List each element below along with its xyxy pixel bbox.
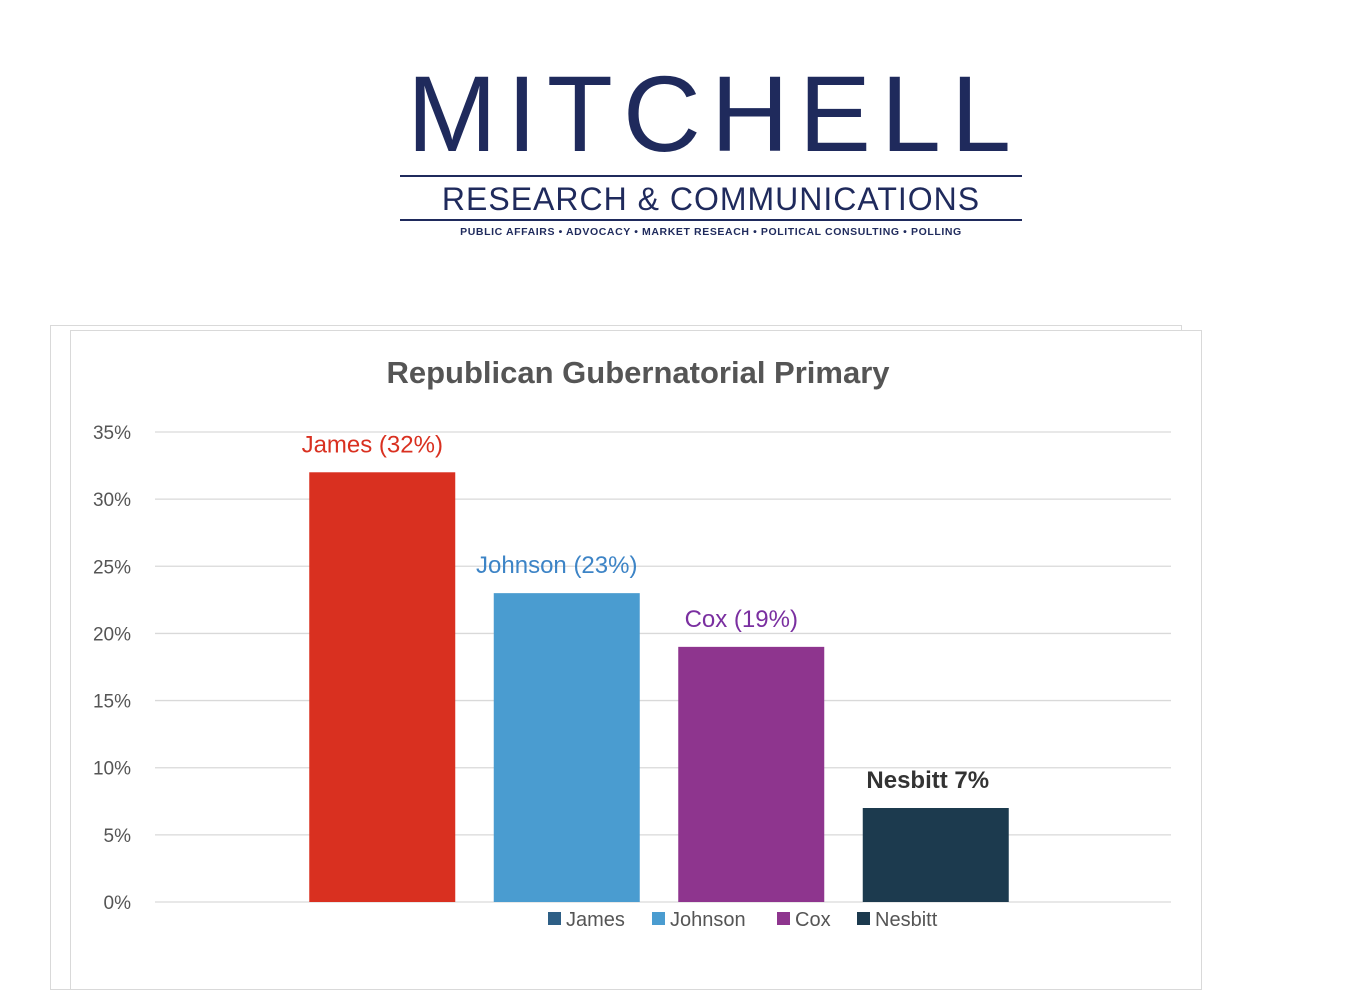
data-label-nesbitt: Nesbitt 7% — [866, 767, 989, 794]
company-logo: MITCHELL RESEARCH & COMMUNICATIONS PUBLI… — [396, 60, 1026, 250]
y-tick-label: 30% — [93, 490, 131, 511]
legend-swatch-johnson — [652, 912, 665, 925]
gridlines — [155, 431, 1171, 903]
bar-nesbitt — [862, 808, 1009, 902]
data-label-james: James (32%) — [302, 431, 443, 458]
y-tick-label: 25% — [93, 557, 131, 578]
chart-title: Republican Gubernatorial Primary — [386, 355, 890, 390]
legend-swatch-james — [548, 912, 561, 925]
logo-name: MITCHELL — [406, 53, 1022, 174]
y-tick-label: 20% — [93, 624, 131, 645]
logo-rule-bottom — [400, 219, 1022, 221]
y-tick-label: 5% — [104, 826, 132, 847]
data-label-johnson: Johnson (23%) — [476, 552, 637, 579]
bars — [309, 472, 1009, 902]
legend-label-nesbitt: Nesbitt — [875, 909, 938, 931]
legend-label-cox: Cox — [795, 909, 831, 931]
logo-tagline: PUBLIC AFFAIRS • ADVOCACY • MARKET RESEA… — [460, 226, 962, 238]
legend-swatch-cox — [777, 912, 790, 925]
y-tick-label: 15% — [93, 692, 131, 713]
legend-label-james: James — [566, 909, 625, 931]
legend: James Johnson Cox Nesbitt — [548, 909, 938, 931]
legend-swatch-nesbitt — [857, 912, 870, 925]
y-tick-label: 0% — [104, 893, 132, 914]
data-labels: James (32%) Johnson (23%) Cox (19%) Nesbitt… — [302, 431, 990, 794]
bar-johnson — [493, 593, 640, 902]
y-tick-label: 10% — [93, 759, 131, 780]
y-tick-label: 35% — [93, 423, 131, 444]
legend-label-johnson: Johnson — [670, 909, 746, 931]
logo-subtitle: RESEARCH & COMMUNICATIONS — [441, 181, 981, 217]
bar-cox — [678, 646, 825, 902]
data-label-cox: Cox (19%) — [685, 606, 798, 633]
bar-james — [309, 472, 456, 902]
y-axis-ticks: 0% 5% 10% 15% 20% 25% 30% 35% — [93, 423, 131, 914]
logo-rule-top — [400, 175, 1022, 177]
